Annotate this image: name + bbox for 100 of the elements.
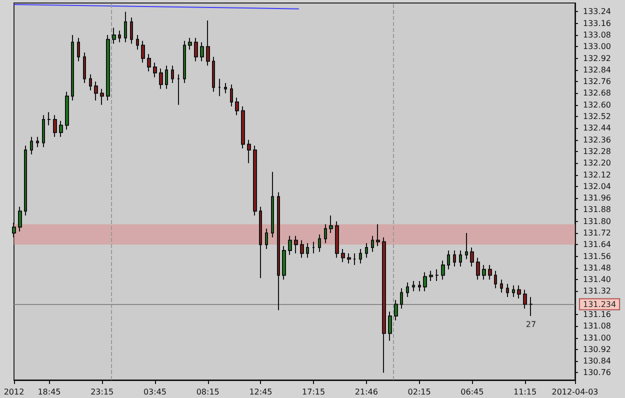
candlestick	[241, 106, 245, 150]
candlestick	[324, 224, 327, 244]
x-tick-label: 08:15	[196, 388, 220, 396]
candlestick	[130, 17, 133, 44]
y-tick-label: 132.68	[583, 88, 611, 98]
candlestick	[36, 136, 39, 148]
y-tick-label: 132.92	[583, 54, 611, 63]
y-tick-label: 131.56	[583, 252, 611, 261]
candlestick	[376, 224, 380, 247]
y-tick-label: 130.76	[583, 368, 611, 378]
candlestick	[482, 264, 486, 280]
ref-line-label: 131.234	[583, 300, 616, 309]
candlestick	[453, 250, 456, 267]
y-tick-label: 132.84	[583, 65, 611, 74]
candlestick	[206, 20, 210, 66]
candlestick	[30, 136, 33, 155]
candlestick	[429, 270, 433, 282]
candlestick	[447, 250, 450, 270]
candlestick	[282, 246, 286, 280]
candlestick	[106, 34, 110, 102]
annotation: 27	[526, 320, 536, 329]
candlestick	[212, 56, 215, 92]
candlestick	[394, 299, 398, 321]
candlestick	[94, 81, 98, 102]
candlestick	[71, 34, 74, 102]
y-tick-label: 130.92	[583, 344, 611, 354]
y-tick-label: 133.00	[583, 42, 611, 52]
candlestick	[118, 30, 121, 43]
candlestick	[288, 235, 292, 256]
candlestick	[83, 52, 86, 84]
candlestick	[224, 82, 227, 94]
candlestick	[124, 11, 127, 43]
x-tick-label: 03:45	[143, 388, 167, 396]
candlestick	[136, 34, 139, 50]
candlestick	[89, 74, 92, 91]
x-tick-label: 12:45	[249, 388, 272, 396]
candlestick	[441, 260, 445, 280]
candlestick	[42, 114, 45, 148]
y-tick-label: 132.28	[583, 146, 611, 156]
candlestick	[218, 78, 221, 97]
candlestick	[529, 296, 533, 316]
candlestick	[523, 289, 527, 310]
y-tick-label: 133.08	[583, 30, 611, 40]
x-tick-label: 17:15	[302, 388, 326, 396]
candlestick	[470, 247, 474, 267]
candlestick	[388, 311, 392, 342]
y-tick-label: 131.48	[583, 263, 611, 272]
candlestick	[506, 283, 509, 298]
candlestick	[153, 62, 157, 78]
y-tick-label: 131.00	[583, 333, 611, 342]
candlestick	[159, 68, 163, 90]
y-tick-label: 132.36	[583, 135, 611, 144]
y-tick-label: 131.64	[583, 240, 611, 250]
candlestick	[359, 248, 362, 264]
y-tick-label: 131.32	[583, 286, 611, 296]
candlestick	[500, 279, 503, 294]
candlestick	[406, 282, 409, 298]
candlestick	[235, 97, 239, 116]
candlestick	[53, 114, 57, 138]
candlestick	[247, 139, 251, 164]
y-tick-label: 133.16	[583, 18, 611, 28]
y-tick-label: 131.08	[583, 322, 611, 331]
candlestick	[100, 88, 104, 106]
candlestick	[265, 228, 268, 250]
candlestick	[177, 74, 180, 106]
candlestick	[365, 242, 368, 258]
candlestick	[382, 236, 386, 374]
candlestick	[306, 242, 309, 258]
candlestick	[141, 40, 145, 64]
y-tick-label: 131.88	[583, 205, 611, 214]
candlestick	[59, 120, 63, 138]
x-tick-label: 2012	[4, 388, 24, 396]
candlestick	[488, 264, 492, 280]
candlestick	[165, 65, 168, 90]
candlestick	[12, 222, 16, 238]
candlestick	[147, 53, 151, 72]
candlestick	[512, 284, 515, 298]
candlestick	[294, 235, 298, 254]
candlestick	[65, 91, 69, 130]
x-tick-label: 02:15	[408, 388, 431, 396]
x-tick-label: 23:15	[90, 388, 114, 396]
y-tick-label: 131.80	[583, 216, 611, 226]
candlestick	[400, 288, 403, 310]
candlestick	[230, 84, 233, 107]
candlestick	[335, 220, 339, 258]
y-tick-label: 131.16	[583, 310, 611, 319]
candlestick	[277, 192, 280, 311]
candlestick	[423, 272, 427, 292]
candlestick	[435, 268, 439, 282]
candlestick	[47, 112, 51, 126]
x-tick-label: 18:45	[38, 388, 61, 396]
y-tick-label: 132.04	[583, 182, 611, 191]
candlestick	[418, 280, 421, 292]
candlestick	[24, 145, 27, 216]
candlestick	[517, 284, 521, 299]
candlestick	[194, 37, 198, 62]
y-tick-label: 130.84	[583, 356, 611, 366]
y-tick-label: 132.44	[583, 124, 611, 133]
candlestick	[412, 280, 415, 292]
candlestick	[476, 257, 480, 280]
